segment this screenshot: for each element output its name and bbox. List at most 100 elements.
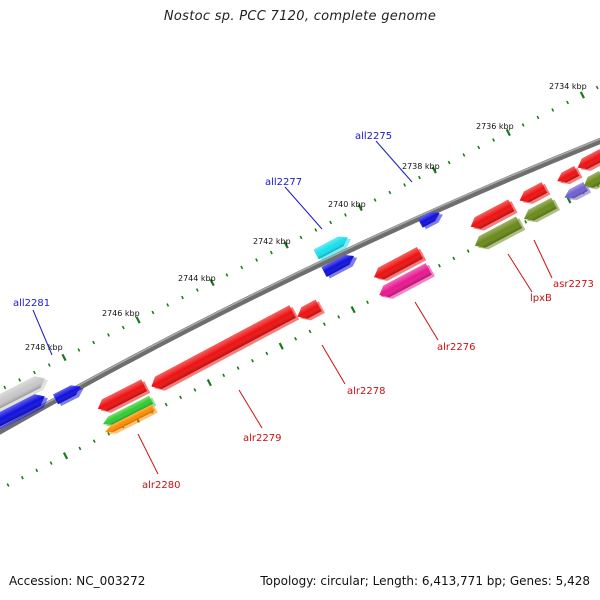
gene-label[interactable]: all2275: [355, 131, 392, 142]
gene-asr2273-red[interactable]: [517, 181, 551, 208]
gene-small-blue-shade: [53, 385, 81, 405]
gene-right-violet-shade: [564, 181, 588, 199]
gene-label[interactable]: alr2279: [243, 433, 281, 444]
gene-all2281-gray[interactable]: [0, 372, 51, 414]
scale-minor-tick: [240, 265, 244, 270]
scale-minor-tick: [373, 198, 377, 202]
gene-alr2276-red[interactable]: [371, 246, 427, 285]
gene-alr2278[interactable]: [294, 299, 325, 325]
gene-label[interactable]: alr2280: [142, 480, 180, 491]
scale-minor-tick: [521, 123, 525, 127]
scale-minor-tick: [222, 373, 226, 378]
scale-minor-tick: [452, 256, 456, 261]
scale-minor-tick: [466, 249, 470, 253]
callout-line: [32, 309, 53, 356]
callout-line: [375, 140, 413, 183]
gene-label[interactable]: all2277: [265, 177, 302, 188]
scale-minor-tick: [329, 220, 333, 225]
scale-minor-tick: [49, 461, 53, 465]
gene-lpxB-olive[interactable]: [472, 216, 526, 255]
kbp-label: 2738 kbp: [402, 162, 440, 171]
gene-right-red-1-shade: [577, 149, 600, 170]
scale-minor-tick: [337, 315, 341, 319]
scale-minor-tick: [78, 446, 82, 451]
gene-all2277-blue[interactable]: [321, 250, 359, 279]
scale-minor-tick: [566, 100, 570, 105]
scale-minor-tick: [418, 175, 421, 180]
gene-alr2276-magenta-shade: [379, 263, 432, 298]
scale-minor-tick: [551, 108, 555, 112]
gene-lpxB-red[interactable]: [468, 199, 518, 236]
scale-minor-tick: [193, 388, 197, 392]
scale-major-tick: [62, 452, 69, 460]
callout-line: [284, 186, 323, 230]
gene-all2277-cyan[interactable]: [313, 232, 354, 262]
gene-all2275-shade: [417, 212, 440, 228]
scale-minor-tick: [151, 310, 155, 315]
scale-minor-tick: [314, 228, 318, 232]
scale-major-tick: [61, 353, 67, 362]
callout-line: [238, 389, 263, 429]
gene-alr2280-orange[interactable]: [103, 404, 158, 438]
scale-minor-tick: [121, 325, 125, 330]
scale-major-tick: [135, 316, 141, 324]
gene-alr2280-red[interactable]: [95, 378, 151, 417]
gene-alr2276-magenta[interactable]: [376, 262, 435, 303]
gene-asr2273-red-shade: [519, 182, 548, 203]
scale-minor-tick: [388, 190, 392, 195]
scale-minor-tick: [181, 295, 184, 300]
gene-alr2280-red-shade: [97, 379, 148, 411]
gene-all2281-blue[interactable]: [0, 390, 51, 432]
scale-minor-tick: [164, 402, 168, 407]
scale-track-outer: [3, 85, 599, 390]
scale-minor-tick: [47, 363, 51, 367]
gene-asr2273-olive[interactable]: [521, 197, 561, 227]
scale-minor-tick: [3, 385, 7, 390]
scale-minor-tick: [251, 358, 254, 363]
gene-label[interactable]: all2281: [13, 298, 50, 309]
gene-right-red-2[interactable]: [555, 165, 583, 189]
scale-minor-tick: [35, 468, 39, 473]
gene-label[interactable]: lpxB: [530, 293, 552, 304]
scale-minor-tick: [595, 85, 599, 90]
scale-major-tick: [431, 166, 437, 174]
scale-minor-tick: [92, 439, 96, 443]
gene-alr2280-green-shade: [102, 395, 154, 425]
gene-label[interactable]: asr2273: [553, 279, 594, 290]
scale-minor-tick: [477, 145, 481, 150]
scale-minor-tick: [366, 300, 369, 305]
gene-small-blue[interactable]: [53, 381, 86, 407]
kbp-label: 2736 kbp: [476, 122, 514, 131]
kbp-label: 2740 kbp: [328, 200, 366, 209]
callout-line: [533, 239, 553, 279]
kbp-label: 2748 kbp: [25, 343, 63, 352]
callout-line: [414, 301, 439, 341]
gene-all2275[interactable]: [417, 207, 445, 230]
scale-minor-tick: [343, 213, 347, 217]
scale-minor-tick: [92, 340, 96, 345]
scale-minor-tick: [447, 160, 451, 165]
callout-line: [507, 253, 533, 293]
gene-right-red-1[interactable]: [575, 148, 600, 175]
scale-minor-tick: [6, 483, 10, 487]
kbp-label: 2742 kbp: [253, 237, 291, 246]
accession-text: Accession: NC_003272: [9, 574, 146, 588]
gene-label[interactable]: alr2276: [437, 342, 475, 353]
gene-alr2280-green[interactable]: [101, 395, 157, 431]
gene-asr2273-olive-shade: [523, 197, 557, 221]
scale-minor-tick: [225, 273, 229, 277]
scale-major-tick: [209, 278, 215, 287]
gene-label[interactable]: alr2278: [347, 386, 385, 397]
scale-minor-tick: [32, 370, 36, 375]
scale-minor-tick: [20, 475, 24, 480]
gene-right-red-2-shade: [557, 165, 580, 183]
gene-lpxB-red-shade: [470, 199, 515, 229]
gene-right-violet[interactable]: [562, 181, 592, 205]
scale-minor-tick: [308, 329, 312, 334]
genome-title: Nostoc sp. PCC 7120, complete genome: [163, 9, 437, 24]
gene-alr2279[interactable]: [148, 304, 300, 395]
scale-minor-tick: [294, 337, 298, 341]
gene-all2277-blue-shade: [321, 254, 355, 277]
gene-all2277-cyan-shade: [313, 236, 348, 260]
